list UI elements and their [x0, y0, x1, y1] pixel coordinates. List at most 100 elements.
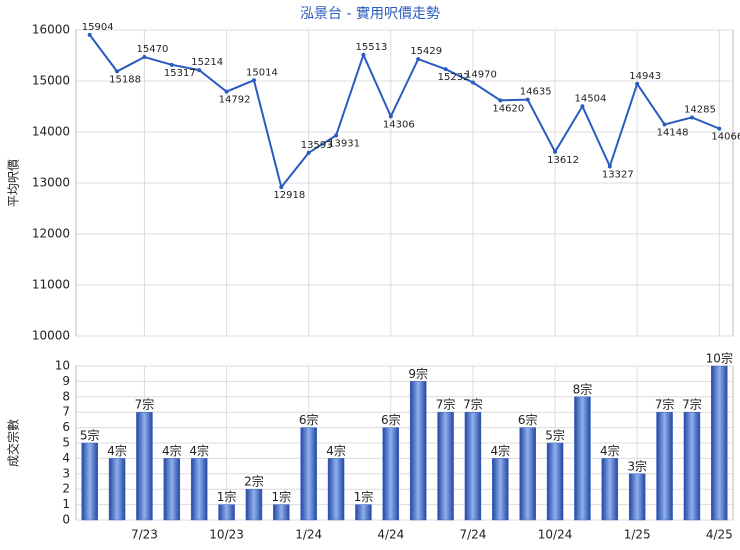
point — [553, 149, 558, 154]
data-label: 15014 — [246, 67, 278, 78]
bar — [108, 458, 126, 521]
bar — [190, 458, 208, 521]
y-tick-label: 12000 — [32, 227, 70, 241]
y-tick-label: 6 — [62, 420, 70, 434]
data-label: 14620 — [492, 103, 524, 114]
data-label: 7宗 — [655, 397, 675, 412]
point — [169, 62, 174, 67]
data-label: 13327 — [602, 169, 634, 180]
data-label: 13593 — [301, 140, 333, 151]
point — [580, 104, 585, 109]
x-tick-label: 4/24 — [377, 528, 404, 542]
x-tick-label: 4/25 — [706, 528, 733, 542]
bar — [574, 396, 591, 521]
y-tick-label: 16000 — [32, 23, 70, 37]
data-label: 7宗 — [135, 397, 155, 412]
y-tick-label: 4 — [62, 451, 70, 465]
bar — [464, 411, 482, 521]
y-tick-label: 11000 — [32, 278, 70, 292]
point — [197, 68, 202, 73]
point — [251, 78, 256, 83]
data-label: 1宗 — [217, 489, 237, 504]
point — [525, 97, 530, 102]
y-tick-label: 0 — [62, 513, 70, 527]
data-label: 4宗 — [189, 443, 209, 458]
bar — [711, 365, 728, 521]
y-tick-label: 15000 — [32, 74, 70, 88]
data-label: 6宗 — [299, 412, 319, 427]
point — [607, 164, 612, 169]
bar — [683, 411, 701, 521]
x-tick-label: 10/23 — [209, 528, 244, 542]
data-label: 14504 — [575, 93, 607, 104]
point — [416, 57, 421, 62]
bar — [628, 473, 646, 521]
data-label: 14306 — [383, 119, 415, 130]
bar — [519, 427, 536, 521]
point — [224, 89, 229, 94]
data-label: 3宗 — [627, 458, 647, 473]
x-tick-label: 1/24 — [295, 528, 322, 542]
data-label: 14066 — [711, 132, 740, 143]
data-label: 7宗 — [463, 397, 483, 412]
point — [334, 133, 339, 138]
x-tick-label: 10/24 — [538, 528, 573, 542]
bar — [218, 504, 235, 521]
point — [306, 150, 311, 155]
data-label: 5宗 — [545, 428, 565, 443]
point — [279, 185, 284, 190]
data-label: 15513 — [356, 42, 388, 53]
data-label: 7宗 — [682, 397, 702, 412]
data-label: 14970 — [465, 70, 497, 81]
data-label: 15188 — [109, 74, 141, 85]
point — [388, 114, 393, 119]
data-label: 6宗 — [518, 412, 538, 427]
point — [443, 67, 448, 72]
point — [87, 32, 92, 37]
bar — [245, 488, 263, 521]
x-tick-label: 7/23 — [131, 528, 158, 542]
y-tick-label: 2 — [62, 482, 70, 496]
y-tick-label: 9 — [62, 374, 70, 388]
data-label: 9宗 — [408, 366, 428, 381]
data-label: 4宗 — [600, 443, 620, 458]
data-label: 15214 — [191, 57, 223, 68]
data-label: 10宗 — [706, 351, 733, 366]
bar — [656, 411, 673, 521]
x-tick-label: 7/24 — [459, 528, 486, 542]
data-label: 15317 — [164, 68, 196, 79]
point — [689, 115, 694, 120]
y-tick-label: 3 — [62, 466, 70, 480]
data-label: 13612 — [547, 155, 579, 166]
bar — [492, 458, 509, 521]
point — [361, 52, 366, 57]
data-label: 1宗 — [271, 489, 291, 504]
chart-title: 泓景台 - 實用呎價走勢 — [300, 5, 440, 22]
data-label: 6宗 — [381, 412, 401, 427]
line — [88, 34, 720, 190]
y-tick-label: 5 — [62, 436, 70, 450]
x-tick-label: 1/25 — [624, 528, 651, 542]
data-label: 13931 — [328, 139, 360, 150]
y-tick-label: 13000 — [32, 176, 70, 190]
y-tick-label: 10 — [55, 359, 70, 373]
data-label: 14148 — [657, 127, 689, 138]
y-tick-label: 14000 — [32, 125, 70, 139]
bar — [382, 427, 400, 521]
y-axis-label: 成交宗數 — [6, 419, 21, 467]
point — [470, 80, 475, 85]
y-tick-label: 1 — [62, 497, 70, 511]
data-label: 4宗 — [326, 443, 346, 458]
point — [717, 126, 722, 131]
point — [115, 69, 120, 74]
bar — [355, 504, 372, 521]
bar — [601, 458, 619, 521]
data-label: 4宗 — [162, 443, 182, 458]
bar — [273, 504, 290, 521]
bar — [437, 411, 454, 521]
data-label: 15470 — [137, 44, 169, 55]
point — [635, 81, 640, 86]
y-axis-label: 平均呎價 — [7, 159, 21, 207]
bar — [409, 381, 427, 521]
bar — [327, 458, 345, 521]
